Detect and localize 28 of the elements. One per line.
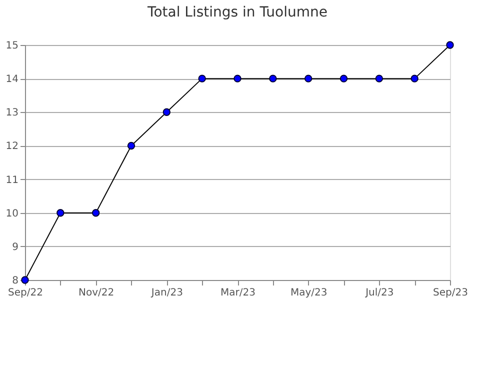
y-tick-label: 11 [6,174,18,186]
point [340,74,348,82]
point [127,142,136,150]
point [304,74,312,82]
x-tick-label: Nov/22 [78,288,114,298]
x-tick-label: Mar/23 [220,288,256,298]
x-tick-label: Jul/23 [364,288,394,298]
point [198,74,206,82]
point [269,74,277,82]
y-tick-label: 12 [6,141,18,152]
point [375,74,384,82]
x-tick-label: Jan/23 [150,288,183,298]
y-tick-label: 9 [12,242,18,253]
point [162,108,171,116]
y-tick-label: 14 [6,74,18,86]
point [234,74,242,82]
point [446,41,454,49]
y-tick-label: 10 [6,208,18,220]
y-tick-label: 8 [12,276,18,286]
point [56,209,64,217]
x-tick-label: Sep/23 [433,288,468,298]
x-tick-label: Sep/22 [8,288,43,298]
y-tick-label: 13 [6,108,18,119]
point [410,74,418,82]
x-tick-label: May/23 [290,288,328,298]
y-tick-label: 15 [6,40,18,52]
point [92,209,100,217]
chart-title: Total Listings in Tuolumne [146,4,328,21]
